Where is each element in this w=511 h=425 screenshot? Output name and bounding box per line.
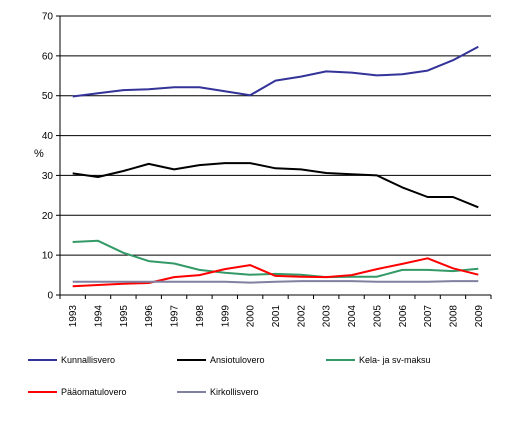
y-tick-label: 0 bbox=[47, 291, 53, 302]
x-tick-label: 2008 bbox=[448, 305, 459, 328]
gridlines bbox=[60, 15, 491, 256]
x-tick-label: 1993 bbox=[68, 305, 79, 328]
x-tick-label: 2003 bbox=[322, 305, 333, 328]
legend-label: Ansiotulovero bbox=[210, 355, 265, 365]
y-tick-label: 60 bbox=[42, 51, 54, 62]
x-tick-label: 2000 bbox=[246, 305, 257, 328]
series-line-2 bbox=[72, 239, 479, 279]
x-tick-label: 2006 bbox=[398, 305, 409, 328]
y-tick-labels: 0 10 20 30 40 50 60 70 bbox=[42, 12, 54, 302]
y-tick-label: 70 bbox=[42, 12, 54, 23]
x-tick-label: 2009 bbox=[474, 305, 485, 328]
x-tick-label: 2005 bbox=[372, 305, 383, 328]
y-tick-label: 30 bbox=[42, 171, 54, 182]
y-tick-label: 20 bbox=[42, 211, 54, 222]
legend-label: Pääomatulovero bbox=[61, 387, 127, 397]
y-tick-label: 10 bbox=[42, 251, 54, 262]
series-line-3 bbox=[72, 257, 479, 288]
axes bbox=[56, 15, 492, 299]
x-tick-label: 1996 bbox=[144, 305, 155, 328]
x-tick-label: 1997 bbox=[170, 305, 181, 328]
x-tick-label: 2007 bbox=[423, 305, 434, 328]
legend-label: Kela- ja sv-maksu bbox=[359, 355, 431, 365]
x-tick-label: 2004 bbox=[347, 305, 358, 328]
x-tick-label: 1994 bbox=[94, 305, 105, 328]
x-tick-label: 1995 bbox=[119, 305, 130, 328]
x-tick-labels: 1993 1994 1995 1996 1997 1998 1999 2000 2001 2002… bbox=[68, 305, 485, 328]
y-axis-label: % bbox=[34, 148, 44, 160]
legend-label: Kirkollisvero bbox=[210, 387, 259, 397]
series-lines bbox=[72, 45, 479, 288]
series-line-1 bbox=[72, 162, 479, 209]
legend-label: Kunnallisvero bbox=[61, 355, 115, 365]
legend: Kunnallisvero Ansiotulovero Kela- ja sv-ma… bbox=[28, 355, 431, 397]
series-line-0 bbox=[72, 45, 479, 98]
y-tick-label: 40 bbox=[42, 131, 54, 142]
x-tick-label: 1998 bbox=[195, 305, 206, 328]
y-tick-label: 50 bbox=[42, 91, 54, 102]
x-tick-label: 2002 bbox=[296, 305, 307, 328]
x-tick-label: 1999 bbox=[220, 305, 231, 328]
x-tick-label: 2001 bbox=[271, 305, 282, 328]
series-line-4 bbox=[72, 280, 479, 284]
